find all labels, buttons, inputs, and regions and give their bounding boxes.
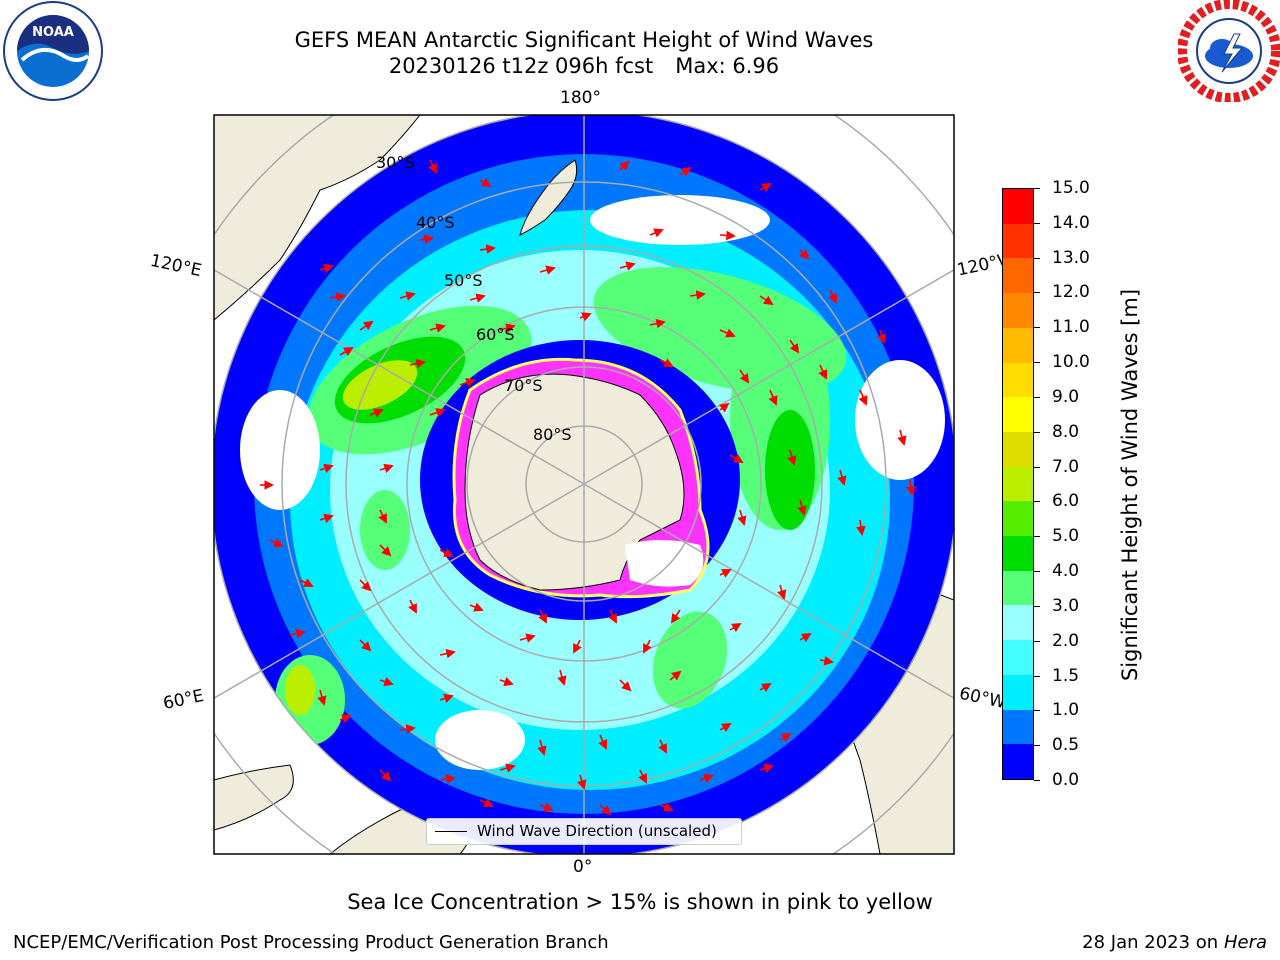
colorbar-segment [1003,397,1033,432]
new-zealand-land [519,159,578,236]
colorbar-tick-label: 5.0 [1052,526,1080,547]
colorbar-segment [1003,189,1033,224]
colorbar-tick-label: 1.5 [1052,665,1080,686]
australia-land [214,115,421,321]
colorbar-tick-mark [1034,501,1040,503]
wind-wave-arrows [260,159,916,816]
colorbar-tick-mark [1034,745,1040,747]
lat-label-70: 70°S [504,376,543,395]
map-legend: Wind Wave Direction (unscaled) [426,818,742,845]
colorbar-tick-mark [1034,536,1040,538]
colorbar-tick-mark [1034,431,1040,433]
colorbar-tick-label: 1.0 [1052,700,1080,721]
map-title: GEFS MEAN Antarctic Significant Height o… [294,28,874,52]
colorbar-tick-label: 4.0 [1052,561,1080,582]
footer-host: Hera [1223,932,1267,953]
colorbar-tick-mark [1034,362,1040,364]
legend-label: Wind Wave Direction (unscaled) [477,822,717,840]
forecast-time: 20230126 t12z 096h fcst [388,54,654,78]
colorbar [1002,188,1034,780]
colorbar-segment [1003,362,1033,398]
colorbar-segment [1003,570,1033,606]
colorbar-segment [1003,431,1033,467]
lat-label-30: 30°S [376,153,415,172]
colorbar-tick-mark [1034,571,1040,573]
colorbar-tick-mark [1034,257,1040,259]
colorbar-tick-label: 13.0 [1052,247,1090,268]
colorbar-tick-mark [1034,605,1040,607]
lon-label-0: 0° [573,857,593,877]
colorbar-segment [1003,605,1033,641]
colorbar-segment [1003,536,1033,571]
lat-label-40: 40°S [416,213,455,232]
colorbar-tick-mark [1034,675,1040,677]
colorbar-tick-mark [1034,327,1040,329]
legend-line-icon [435,831,467,832]
colorbar-segment [1003,640,1033,675]
colorbar-tick-label: 12.0 [1052,282,1090,303]
colorbar-segment [1003,327,1033,363]
africa-land [214,764,294,831]
colorbar-tick-mark [1034,188,1040,189]
colorbar-tick-mark [1034,396,1040,398]
lat-label-80: 80°S [533,425,572,444]
colorbar-segment [1003,466,1033,502]
colorbar-segment [1003,744,1033,779]
map-subtitle: 20230126 t12z 096h fcst Max: 6.96 [0,53,1168,79]
nws-logo [1178,0,1280,102]
map-frame-content [214,115,954,854]
colorbar-tick-label: 7.0 [1052,456,1080,477]
footer-date: 28 Jan 2023 on Hera [1082,932,1267,953]
lat-label-60: 60°S [476,325,515,344]
noaa-logo-text: NOAA [32,25,74,40]
colorbar-tick-label: 9.0 [1052,386,1080,407]
colorbar-segment [1003,258,1033,294]
colorbar-tick-mark [1034,292,1040,294]
colorbar-tick-mark [1034,466,1040,468]
colorbar-tick-mark [1034,222,1040,224]
colorbar-label: Significant Height of Wind Waves [m] [1118,288,1142,682]
colorbar-tick-mark [1034,640,1040,642]
colorbar-segment [1003,223,1033,259]
colorbar-tick-label: 3.0 [1052,595,1080,616]
antarctic-peninsula-ice [625,540,704,587]
colorbar-segment [1003,674,1033,710]
max-value: Max: 6.96 [675,54,780,78]
colorbar-tick-label: 0.5 [1052,735,1080,756]
antarctica-land [464,373,685,591]
sea-ice-note: Sea Ice Concentration > 15% is shown in … [347,890,933,914]
footer-credit: NCEP/EMC/Verification Post Processing Pr… [13,932,609,953]
lat-label-50: 50°S [444,271,483,290]
colorbar-tick-label: 14.0 [1052,212,1090,233]
colorbar-tick-mark [1034,710,1040,712]
colorbar-tick-mark [1034,780,1040,781]
lon-label-180: 180° [560,88,601,108]
latitude-labels: 30°S 40°S 50°S 60°S 70°S 80°S [376,153,572,444]
colorbar-segment [1003,709,1033,745]
colorbar-segment [1003,501,1033,537]
colorbar-tick-label: 6.0 [1052,491,1080,512]
footer-date-text: 28 Jan 2023 on [1082,932,1219,953]
colorbar-tick-label: 8.0 [1052,421,1080,442]
colorbar-segment [1003,293,1033,328]
colorbar-tick-label: 0.0 [1052,770,1080,790]
noaa-logo: NOAA [3,1,103,101]
colorbar-tick-label: 15.0 [1052,178,1090,198]
colorbar-tick-label: 10.0 [1052,352,1090,373]
colorbar-tick-label: 11.0 [1052,317,1090,338]
colorbar-tick-label: 2.0 [1052,630,1080,651]
